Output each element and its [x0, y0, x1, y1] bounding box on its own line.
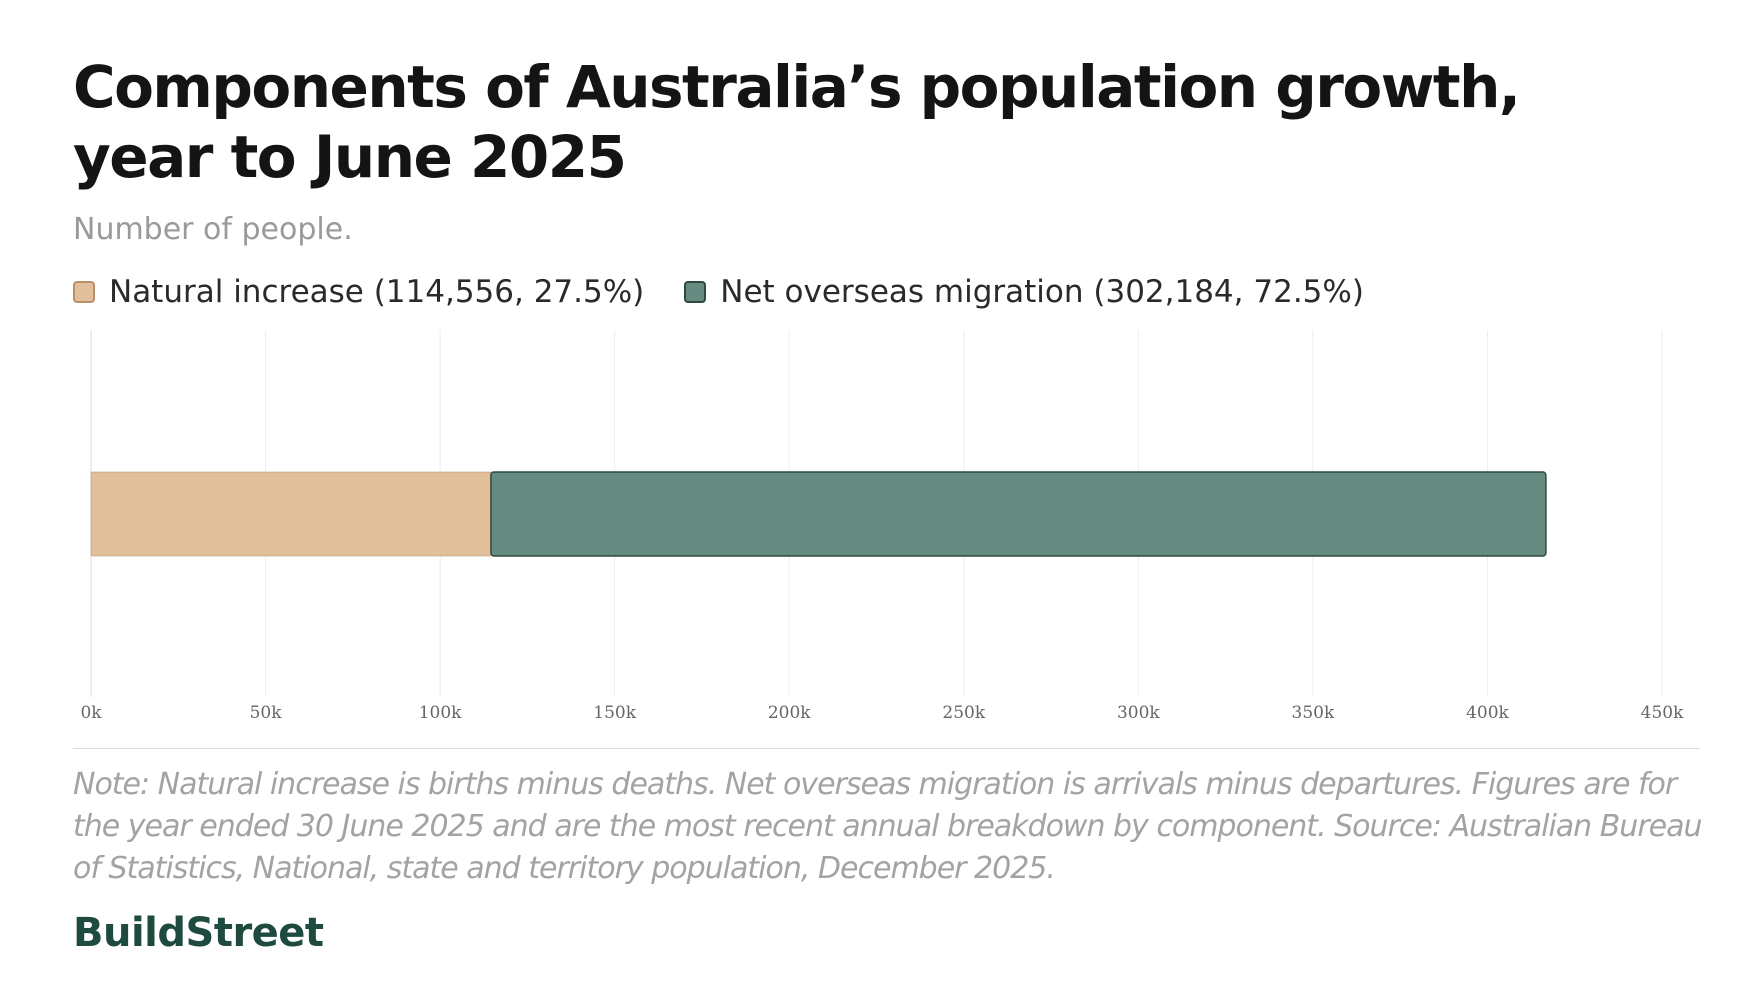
chart-subtitle: Number of people.: [73, 212, 353, 247]
legend-swatch-net-overseas-migration: [684, 281, 707, 303]
source-note: Note: Natural increase is births minus d…: [73, 767, 1703, 886]
chart-title: Components of Australia’s population gro…: [73, 53, 1521, 191]
x-tick-label: 150k: [593, 703, 636, 723]
chart-legend: Natural increase (114,556, 27.5%) Net ov…: [73, 272, 1404, 312]
legend-label-natural-increase: Natural increase (114,556, 27.5%): [109, 274, 645, 310]
brand-logo: BuildStreet: [73, 910, 324, 956]
x-tick-label: 250k: [942, 703, 985, 723]
x-tick-label: 400k: [1466, 703, 1509, 723]
bar-segment-net-overseas-migration: [490, 471, 1547, 557]
legend-item-net-overseas-migration: Net overseas migration (302,184, 72.5%): [684, 274, 1364, 310]
bar-segment-natural-increase: [90, 471, 492, 557]
x-tick-label: 300k: [1117, 703, 1160, 723]
x-tick-label: 50k: [250, 703, 283, 723]
x-tick-label: 450k: [1641, 703, 1684, 723]
footer-divider: [73, 748, 1700, 749]
x-tick-label: 350k: [1292, 703, 1335, 723]
x-axis-ticks: 0k 50k 100k 150k 200k 250k 300k 350k 400k 450k: [80, 703, 1684, 723]
x-tick-label: 0k: [80, 703, 102, 723]
x-tick-label: 100k: [419, 703, 462, 723]
legend-item-natural-increase: Natural increase (114,556, 27.5%): [73, 274, 644, 310]
legend-label-net-overseas-migration: Net overseas migration (302,184, 72.5%): [720, 274, 1364, 310]
x-tick-label: 200k: [768, 703, 811, 723]
legend-swatch-natural-increase: [73, 281, 95, 303]
bar-chart: 0k 50k 100k 150k 200k 250k 300k 350k 400k 450k: [80, 330, 1684, 723]
bars: [90, 471, 1547, 557]
